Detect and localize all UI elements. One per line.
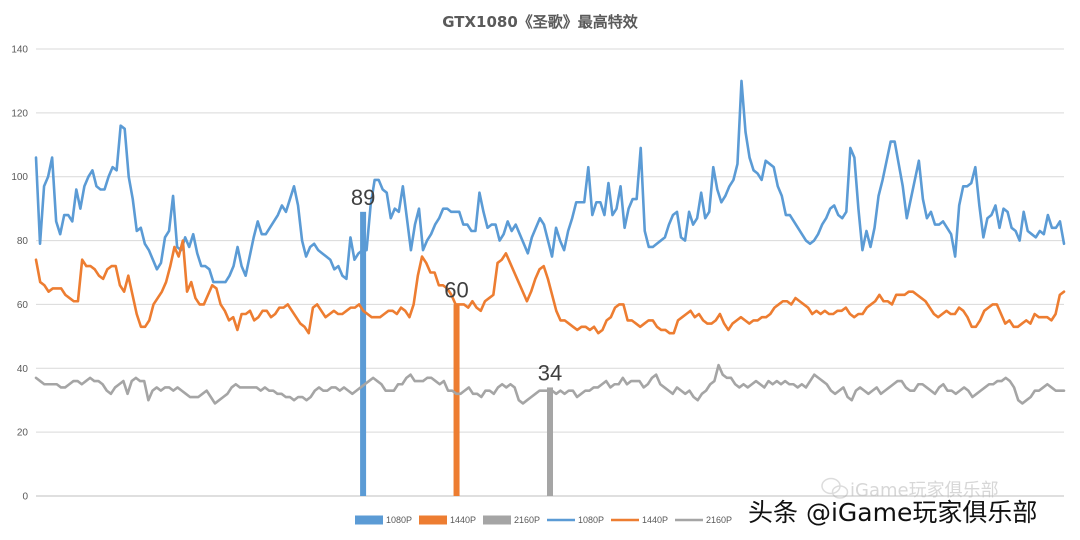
- data-label-2160p: 34: [538, 360, 562, 385]
- wechat-logo-icon: [821, 477, 849, 499]
- y-tick-label: 0: [22, 492, 28, 503]
- chart-title: GTX1080《圣歌》最高特效: [442, 13, 639, 31]
- legend-label: 1440P: [642, 515, 668, 525]
- y-tick-label: 140: [11, 45, 28, 56]
- bar-data-labels: 89 60 34: [351, 185, 562, 386]
- watermark-logo-text: iGame玩家俱乐部: [850, 480, 999, 501]
- bar-1440p: [453, 304, 460, 496]
- legend-label: 2160P: [706, 515, 732, 525]
- watermark-credit-text: 头条 @iGame玩家俱乐部: [748, 498, 1037, 527]
- y-tick-label: 80: [17, 236, 29, 247]
- bar-2160p: [547, 387, 553, 496]
- y-tick-label: 120: [11, 108, 28, 119]
- y-tick-label: 100: [11, 172, 28, 183]
- legend-swatch-bar-1080p: [355, 515, 383, 525]
- bar-series: [360, 211, 553, 497]
- legend-label: 1440P: [450, 515, 476, 525]
- line-series: [34, 79, 1066, 405]
- gridlines: [36, 48, 1064, 497]
- line-series-1440p: [34, 239, 1066, 335]
- data-label-1080p: 89: [351, 185, 375, 210]
- data-label-1440p: 60: [444, 277, 468, 302]
- y-tick-label: 60: [17, 300, 29, 311]
- line-series-1080p: [34, 79, 1066, 284]
- legend: 1080P 1440P 2160P 1080P 1440P 2160P: [355, 515, 732, 525]
- legend-label: 1080P: [386, 515, 412, 525]
- watermark: iGame玩家俱乐部 头条 @iGame玩家俱乐部: [748, 477, 1037, 527]
- y-tick-label: 40: [17, 364, 29, 375]
- legend-swatch-bar-2160p: [483, 515, 511, 525]
- legend-swatch-bar-1440p: [419, 515, 447, 525]
- y-axis-tick-labels: 0 20 40 60 80 100 120 140: [11, 45, 28, 503]
- line-series-2160p: [34, 363, 1066, 405]
- legend-label: 1080P: [578, 515, 604, 525]
- bar-1080p: [360, 211, 367, 497]
- legend-label: 2160P: [514, 515, 540, 525]
- y-tick-label: 20: [17, 428, 29, 439]
